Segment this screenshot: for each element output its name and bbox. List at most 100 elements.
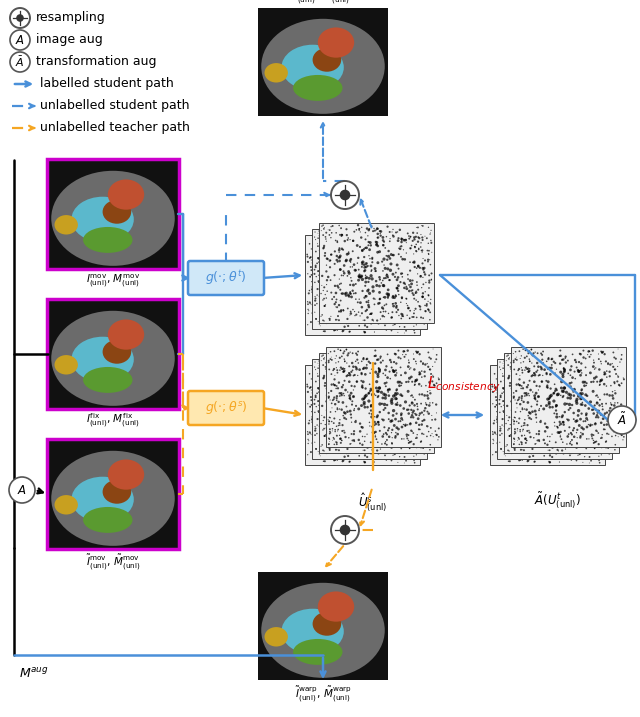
Point	[337, 374, 347, 385]
Point	[315, 266, 325, 277]
Point	[409, 232, 419, 243]
Point	[335, 295, 346, 307]
Point	[420, 435, 430, 447]
Point	[329, 313, 339, 324]
Point	[360, 295, 371, 307]
Point	[597, 401, 607, 412]
Point	[547, 438, 557, 450]
Point	[302, 249, 312, 260]
Point	[355, 364, 365, 376]
Point	[545, 445, 555, 456]
Point	[411, 317, 421, 328]
Point	[323, 375, 333, 386]
Point	[563, 358, 573, 370]
Point	[362, 419, 372, 430]
Point	[588, 407, 598, 418]
Point	[340, 267, 351, 278]
Point	[586, 419, 596, 431]
Point	[331, 417, 341, 429]
Point	[324, 392, 334, 404]
Point	[318, 416, 328, 427]
Point	[332, 304, 342, 315]
Point	[541, 421, 552, 432]
Point	[333, 412, 344, 424]
Point	[330, 379, 340, 391]
Point	[413, 374, 424, 385]
Point	[576, 427, 586, 438]
Point	[392, 408, 402, 419]
Point	[593, 446, 603, 457]
Point	[395, 244, 405, 255]
Point	[392, 437, 402, 449]
Point	[314, 253, 324, 265]
Point	[305, 252, 315, 264]
Point	[593, 417, 603, 429]
Point	[568, 384, 579, 396]
Point	[346, 233, 356, 244]
Point	[318, 373, 328, 384]
Point	[513, 435, 523, 446]
Point	[406, 425, 417, 437]
Point	[424, 282, 434, 294]
Point	[365, 399, 376, 410]
Point	[383, 399, 394, 410]
Point	[333, 412, 344, 423]
Point	[320, 326, 330, 337]
Point	[424, 384, 435, 396]
Point	[564, 378, 575, 389]
Point	[342, 382, 353, 394]
Point	[496, 417, 506, 428]
Point	[360, 435, 371, 447]
Point	[538, 376, 548, 388]
Point	[308, 251, 318, 262]
Point	[361, 421, 371, 432]
Point	[357, 380, 367, 391]
Point	[549, 417, 559, 428]
Point	[404, 285, 415, 297]
Point	[332, 424, 342, 435]
Point	[575, 427, 586, 439]
Point	[564, 422, 575, 433]
Point	[411, 231, 421, 242]
Point	[388, 285, 399, 297]
Point	[392, 441, 403, 452]
Ellipse shape	[102, 200, 131, 224]
Point	[524, 390, 534, 402]
Point	[403, 276, 413, 288]
Point	[396, 366, 406, 378]
Point	[536, 445, 546, 457]
Point	[350, 261, 360, 272]
Point	[322, 290, 332, 302]
Point	[355, 289, 365, 300]
Point	[321, 396, 332, 407]
Point	[354, 296, 364, 308]
Point	[405, 303, 415, 315]
Point	[490, 382, 500, 394]
Point	[342, 433, 353, 445]
Point	[423, 222, 433, 233]
Point	[573, 399, 584, 411]
Point	[389, 278, 399, 290]
Point	[379, 428, 389, 440]
Point	[357, 257, 367, 268]
Point	[345, 310, 355, 321]
Point	[537, 349, 547, 361]
Point	[337, 381, 347, 393]
Point	[391, 247, 401, 258]
Point	[381, 270, 391, 282]
Point	[404, 408, 414, 419]
Ellipse shape	[54, 215, 78, 234]
Point	[387, 245, 397, 257]
Point	[424, 249, 434, 260]
Point	[339, 424, 349, 435]
Point	[426, 422, 436, 434]
Point	[563, 392, 573, 404]
Point	[375, 427, 385, 439]
Point	[364, 429, 374, 441]
Point	[316, 286, 326, 298]
Point	[377, 263, 387, 275]
Point	[396, 310, 406, 322]
Point	[328, 220, 338, 232]
Point	[386, 306, 396, 318]
Point	[513, 451, 523, 462]
